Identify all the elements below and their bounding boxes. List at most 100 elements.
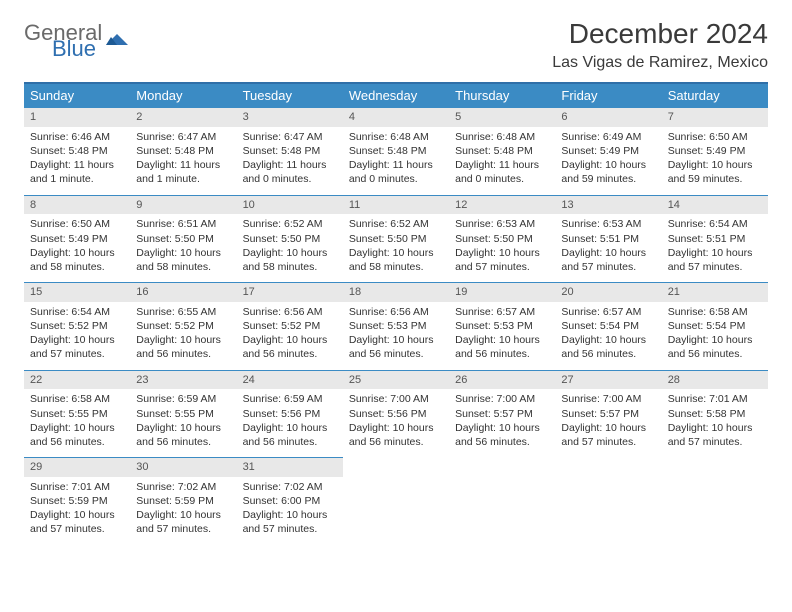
logo-text-blue: Blue xyxy=(52,38,102,60)
calendar-cell: 22Sunrise: 6:58 AMSunset: 5:55 PMDayligh… xyxy=(24,370,130,458)
sunset-text: Sunset: 5:53 PM xyxy=(455,319,549,333)
sunset-text: Sunset: 5:50 PM xyxy=(243,232,337,246)
sunrise-text: Sunrise: 6:49 AM xyxy=(561,130,655,144)
sunset-text: Sunset: 5:53 PM xyxy=(349,319,443,333)
day-number: 13 xyxy=(555,196,661,215)
day-number: 12 xyxy=(449,196,555,215)
day-header: Thursday xyxy=(449,83,555,108)
daylight-text: Daylight: 10 hours and 56 minutes. xyxy=(243,333,337,361)
sunrise-text: Sunrise: 7:00 AM xyxy=(349,392,443,406)
calendar-cell: 3Sunrise: 6:47 AMSunset: 5:48 PMDaylight… xyxy=(237,108,343,196)
day-number: 22 xyxy=(24,371,130,390)
day-header-row: Sunday Monday Tuesday Wednesday Thursday… xyxy=(24,83,768,108)
daylight-text: Daylight: 10 hours and 57 minutes. xyxy=(243,508,337,536)
calendar-cell xyxy=(343,458,449,545)
calendar-cell: 29Sunrise: 7:01 AMSunset: 5:59 PMDayligh… xyxy=(24,458,130,545)
calendar-cell: 18Sunrise: 6:56 AMSunset: 5:53 PMDayligh… xyxy=(343,283,449,371)
sunrise-text: Sunrise: 6:59 AM xyxy=(243,392,337,406)
sunset-text: Sunset: 5:48 PM xyxy=(136,144,230,158)
sunrise-text: Sunrise: 6:59 AM xyxy=(136,392,230,406)
day-header: Sunday xyxy=(24,83,130,108)
calendar-cell: 26Sunrise: 7:00 AMSunset: 5:57 PMDayligh… xyxy=(449,370,555,458)
sunset-text: Sunset: 5:52 PM xyxy=(30,319,124,333)
day-body: Sunrise: 6:53 AMSunset: 5:50 PMDaylight:… xyxy=(449,214,555,282)
sunrise-text: Sunrise: 6:58 AM xyxy=(30,392,124,406)
sunset-text: Sunset: 5:48 PM xyxy=(349,144,443,158)
daylight-text: Daylight: 11 hours and 0 minutes. xyxy=(243,158,337,186)
calendar-cell xyxy=(555,458,661,545)
daylight-text: Daylight: 10 hours and 58 minutes. xyxy=(349,246,443,274)
sunrise-text: Sunrise: 6:51 AM xyxy=(136,217,230,231)
daylight-text: Daylight: 10 hours and 57 minutes. xyxy=(30,508,124,536)
sunset-text: Sunset: 5:48 PM xyxy=(455,144,549,158)
sunrise-text: Sunrise: 6:57 AM xyxy=(455,305,549,319)
calendar-cell: 24Sunrise: 6:59 AMSunset: 5:56 PMDayligh… xyxy=(237,370,343,458)
daylight-text: Daylight: 10 hours and 56 minutes. xyxy=(561,333,655,361)
sunset-text: Sunset: 5:49 PM xyxy=(561,144,655,158)
daylight-text: Daylight: 10 hours and 58 minutes. xyxy=(243,246,337,274)
day-number: 27 xyxy=(555,371,661,390)
daylight-text: Daylight: 10 hours and 58 minutes. xyxy=(136,246,230,274)
day-body: Sunrise: 6:50 AMSunset: 5:49 PMDaylight:… xyxy=(24,214,130,282)
day-header: Wednesday xyxy=(343,83,449,108)
day-number: 10 xyxy=(237,196,343,215)
day-body: Sunrise: 7:00 AMSunset: 5:57 PMDaylight:… xyxy=(555,389,661,457)
daylight-text: Daylight: 10 hours and 57 minutes. xyxy=(561,421,655,449)
calendar-cell: 30Sunrise: 7:02 AMSunset: 5:59 PMDayligh… xyxy=(130,458,236,545)
daylight-text: Daylight: 10 hours and 56 minutes. xyxy=(30,421,124,449)
sunrise-text: Sunrise: 6:56 AM xyxy=(243,305,337,319)
calendar-cell: 25Sunrise: 7:00 AMSunset: 5:56 PMDayligh… xyxy=(343,370,449,458)
day-header: Tuesday xyxy=(237,83,343,108)
daylight-text: Daylight: 11 hours and 0 minutes. xyxy=(455,158,549,186)
daylight-text: Daylight: 11 hours and 1 minute. xyxy=(136,158,230,186)
day-body: Sunrise: 6:57 AMSunset: 5:53 PMDaylight:… xyxy=(449,302,555,370)
sunrise-text: Sunrise: 6:54 AM xyxy=(30,305,124,319)
location: Las Vigas de Ramirez, Mexico xyxy=(552,54,768,72)
day-number: 2 xyxy=(130,108,236,127)
day-body: Sunrise: 6:58 AMSunset: 5:54 PMDaylight:… xyxy=(662,302,768,370)
daylight-text: Daylight: 10 hours and 56 minutes. xyxy=(349,333,443,361)
calendar-cell: 12Sunrise: 6:53 AMSunset: 5:50 PMDayligh… xyxy=(449,195,555,283)
day-body: Sunrise: 6:55 AMSunset: 5:52 PMDaylight:… xyxy=(130,302,236,370)
calendar-cell: 4Sunrise: 6:48 AMSunset: 5:48 PMDaylight… xyxy=(343,108,449,196)
day-body: Sunrise: 6:56 AMSunset: 5:53 PMDaylight:… xyxy=(343,302,449,370)
title-block: December 2024 Las Vigas de Ramirez, Mexi… xyxy=(552,18,768,72)
day-body: Sunrise: 6:57 AMSunset: 5:54 PMDaylight:… xyxy=(555,302,661,370)
calendar-week: 8Sunrise: 6:50 AMSunset: 5:49 PMDaylight… xyxy=(24,195,768,283)
day-number: 8 xyxy=(24,196,130,215)
sunset-text: Sunset: 5:58 PM xyxy=(668,407,762,421)
sunrise-text: Sunrise: 6:55 AM xyxy=(136,305,230,319)
sunrise-text: Sunrise: 6:53 AM xyxy=(455,217,549,231)
daylight-text: Daylight: 10 hours and 57 minutes. xyxy=(561,246,655,274)
day-number: 4 xyxy=(343,108,449,127)
calendar-cell: 5Sunrise: 6:48 AMSunset: 5:48 PMDaylight… xyxy=(449,108,555,196)
day-number: 30 xyxy=(130,458,236,477)
sunset-text: Sunset: 5:49 PM xyxy=(30,232,124,246)
calendar-table: Sunday Monday Tuesday Wednesday Thursday… xyxy=(24,82,768,545)
sunset-text: Sunset: 5:59 PM xyxy=(136,494,230,508)
day-body: Sunrise: 6:51 AMSunset: 5:50 PMDaylight:… xyxy=(130,214,236,282)
daylight-text: Daylight: 10 hours and 56 minutes. xyxy=(668,333,762,361)
sunrise-text: Sunrise: 6:53 AM xyxy=(561,217,655,231)
header: General Blue December 2024 Las Vigas de … xyxy=(24,18,768,72)
calendar-cell: 31Sunrise: 7:02 AMSunset: 6:00 PMDayligh… xyxy=(237,458,343,545)
calendar-week: 22Sunrise: 6:58 AMSunset: 5:55 PMDayligh… xyxy=(24,370,768,458)
daylight-text: Daylight: 10 hours and 56 minutes. xyxy=(349,421,443,449)
day-number: 17 xyxy=(237,283,343,302)
day-number: 3 xyxy=(237,108,343,127)
daylight-text: Daylight: 10 hours and 56 minutes. xyxy=(455,333,549,361)
sunrise-text: Sunrise: 7:02 AM xyxy=(136,480,230,494)
sunset-text: Sunset: 5:50 PM xyxy=(349,232,443,246)
day-body: Sunrise: 6:49 AMSunset: 5:49 PMDaylight:… xyxy=(555,127,661,195)
daylight-text: Daylight: 10 hours and 56 minutes. xyxy=(455,421,549,449)
sunrise-text: Sunrise: 6:48 AM xyxy=(349,130,443,144)
day-number: 21 xyxy=(662,283,768,302)
calendar-week: 1Sunrise: 6:46 AMSunset: 5:48 PMDaylight… xyxy=(24,108,768,196)
day-number: 28 xyxy=(662,371,768,390)
day-header: Friday xyxy=(555,83,661,108)
calendar-cell: 6Sunrise: 6:49 AMSunset: 5:49 PMDaylight… xyxy=(555,108,661,196)
day-body: Sunrise: 6:50 AMSunset: 5:49 PMDaylight:… xyxy=(662,127,768,195)
sunset-text: Sunset: 5:54 PM xyxy=(561,319,655,333)
day-number: 25 xyxy=(343,371,449,390)
day-body: Sunrise: 6:54 AMSunset: 5:51 PMDaylight:… xyxy=(662,214,768,282)
